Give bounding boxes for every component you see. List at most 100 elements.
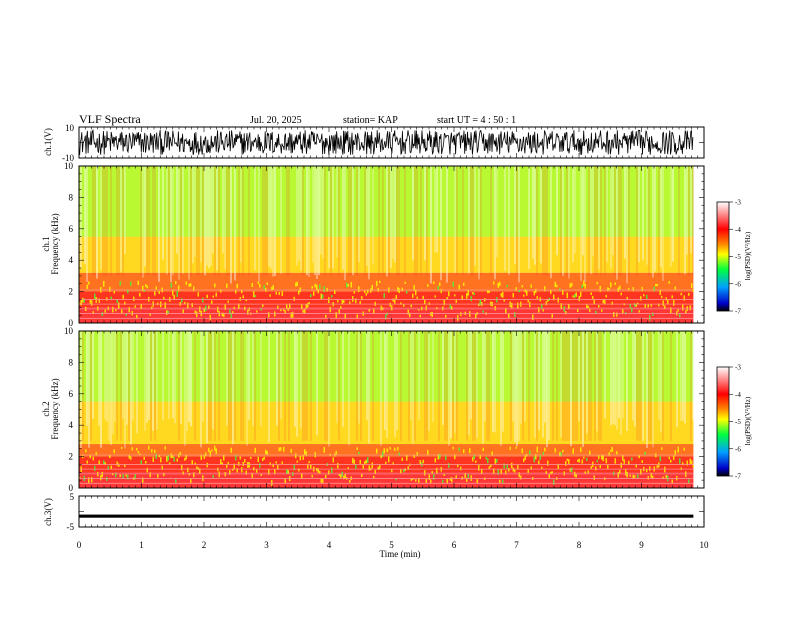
spectrogram-speckle (529, 450, 531, 455)
spectrogram-speckle (485, 456, 487, 460)
spectrogram-speckle (626, 296, 628, 300)
spectrogram-speckle (431, 470, 433, 474)
spectrogram-speckle (475, 460, 477, 463)
spectrogram-speckle (530, 466, 532, 470)
spectrogram-speckle (289, 303, 291, 309)
spectrogram-speckle (535, 454, 537, 460)
spectrogram-speckle (395, 295, 397, 300)
spectrogram-speckle (343, 475, 345, 480)
spectrogram-speckle (488, 290, 490, 293)
spectrogram-speckle (190, 478, 192, 484)
frequency-tick-label: 8 (69, 192, 74, 202)
spectrogram-speckle (437, 454, 439, 460)
spectrogram-speckle (235, 290, 237, 294)
frequency-tick-label: 8 (69, 357, 74, 367)
spectrogram-speckle (391, 305, 393, 311)
spectrogram-speckle (412, 293, 414, 299)
ch3-waveform-band (79, 514, 694, 518)
spectrogram-speckle (157, 473, 159, 478)
spectrogram-speckle (199, 468, 201, 474)
time-tick-label: 8 (577, 540, 582, 550)
spectrogram-speckle (646, 294, 648, 300)
spectrogram-speckle (142, 285, 144, 292)
spectrogram-speckle (298, 468, 300, 472)
spectrogram-speckle (400, 469, 402, 474)
spectrogram-speckle (443, 473, 445, 477)
spectrogram-speckle (584, 471, 586, 474)
spectrogram-speckle (386, 448, 388, 452)
spectrogram-speckle (265, 449, 267, 455)
spectrogram-speckle (514, 312, 516, 318)
spectrogram-speckle (85, 449, 87, 453)
spectrogram-speckle (365, 459, 367, 464)
spectrogram-speckle (140, 304, 142, 309)
ch1-waveform-ticks (78, 126, 705, 159)
spectrogram-speckle (521, 448, 523, 454)
spectrogram-speckle (197, 292, 199, 297)
spectrogram-speckle (415, 290, 417, 296)
spectrogram-speckle (95, 297, 97, 303)
spectrogram-speckle (239, 456, 241, 460)
spectrogram-speckle (379, 280, 381, 284)
spectrogram-speckle (94, 465, 96, 471)
spectrogram-speckle (136, 447, 138, 451)
spectrogram-speckle (593, 475, 595, 480)
spectrogram-speckle (608, 288, 610, 291)
spectrogram-speckle (547, 298, 549, 302)
spectrogram-speckle (230, 312, 232, 319)
spectrogram-speckle (251, 472, 253, 478)
spectrogram-speckle (641, 286, 643, 292)
spectrogram-speckle (319, 284, 321, 289)
time-tick-label: 1 (139, 540, 144, 550)
spectrogram-speckle (530, 284, 532, 288)
spectrogram-speckle (685, 310, 687, 314)
spectrogram-speckle (424, 470, 426, 476)
colorbar-tick-label: -6 (735, 445, 741, 453)
spectrogram-speckle (298, 290, 300, 295)
spectrogram-speckle (679, 458, 681, 464)
spectrogram-speckle (220, 289, 222, 293)
spectrogram-speckle (493, 281, 495, 285)
spectrogram-speckle (299, 455, 301, 461)
spectrogram-speckle (262, 458, 264, 462)
spectrogram-speckle (557, 297, 559, 303)
spectrogram-speckle (434, 295, 436, 298)
spectrogram-speckle (214, 283, 216, 288)
spectrogram-speckle (409, 312, 411, 318)
ch1-colorbar: -3 -4 -5 -6 -7 log(PSD)(V²/Hz) (716, 199, 752, 316)
ch1-waveform-panel: 10 -10 ch.1(V) (43, 123, 705, 163)
spectrogram-speckle (232, 311, 234, 314)
spectrogram-speckle (181, 298, 183, 303)
spectrogram-speckle (668, 281, 670, 284)
spectrogram-speckle (98, 298, 100, 303)
spectrogram-speckle (323, 286, 325, 293)
spectrogram-speckle (622, 309, 624, 314)
spectrogram-speckle (607, 464, 609, 470)
spectrogram-speckle (545, 301, 547, 306)
spectrogram-speckle (629, 474, 631, 477)
spectrogram-speckle (599, 285, 601, 292)
spectrogram-speckle (179, 451, 181, 456)
spectrogram-speckle (467, 289, 469, 296)
spectrogram-speckle (664, 305, 666, 310)
spectrogram-speckle (638, 455, 640, 459)
spectrogram-speckle (268, 312, 270, 318)
spectrogram-speckle (344, 473, 346, 479)
spectrogram-speckle (365, 292, 367, 296)
spectrogram-speckle (604, 299, 606, 305)
spectrogram-speckle (629, 304, 631, 308)
ch2-spectrogram-image (78, 331, 694, 488)
spectrogram-speckle (139, 292, 141, 297)
spectrogram-speckle (460, 312, 462, 316)
spectrogram-speckle (122, 294, 124, 300)
spectrogram-speckle (614, 282, 616, 286)
spectrogram-speckle (644, 304, 646, 308)
spectrogram-speckle (325, 474, 327, 479)
spectrogram-speckle (677, 308, 679, 312)
spectrogram-speckle (511, 462, 513, 469)
spectrogram-speckle (407, 466, 409, 470)
spectrogram-speckle (635, 304, 637, 307)
spectrogram-speckle (638, 310, 640, 313)
spectrogram-speckle (400, 302, 402, 305)
